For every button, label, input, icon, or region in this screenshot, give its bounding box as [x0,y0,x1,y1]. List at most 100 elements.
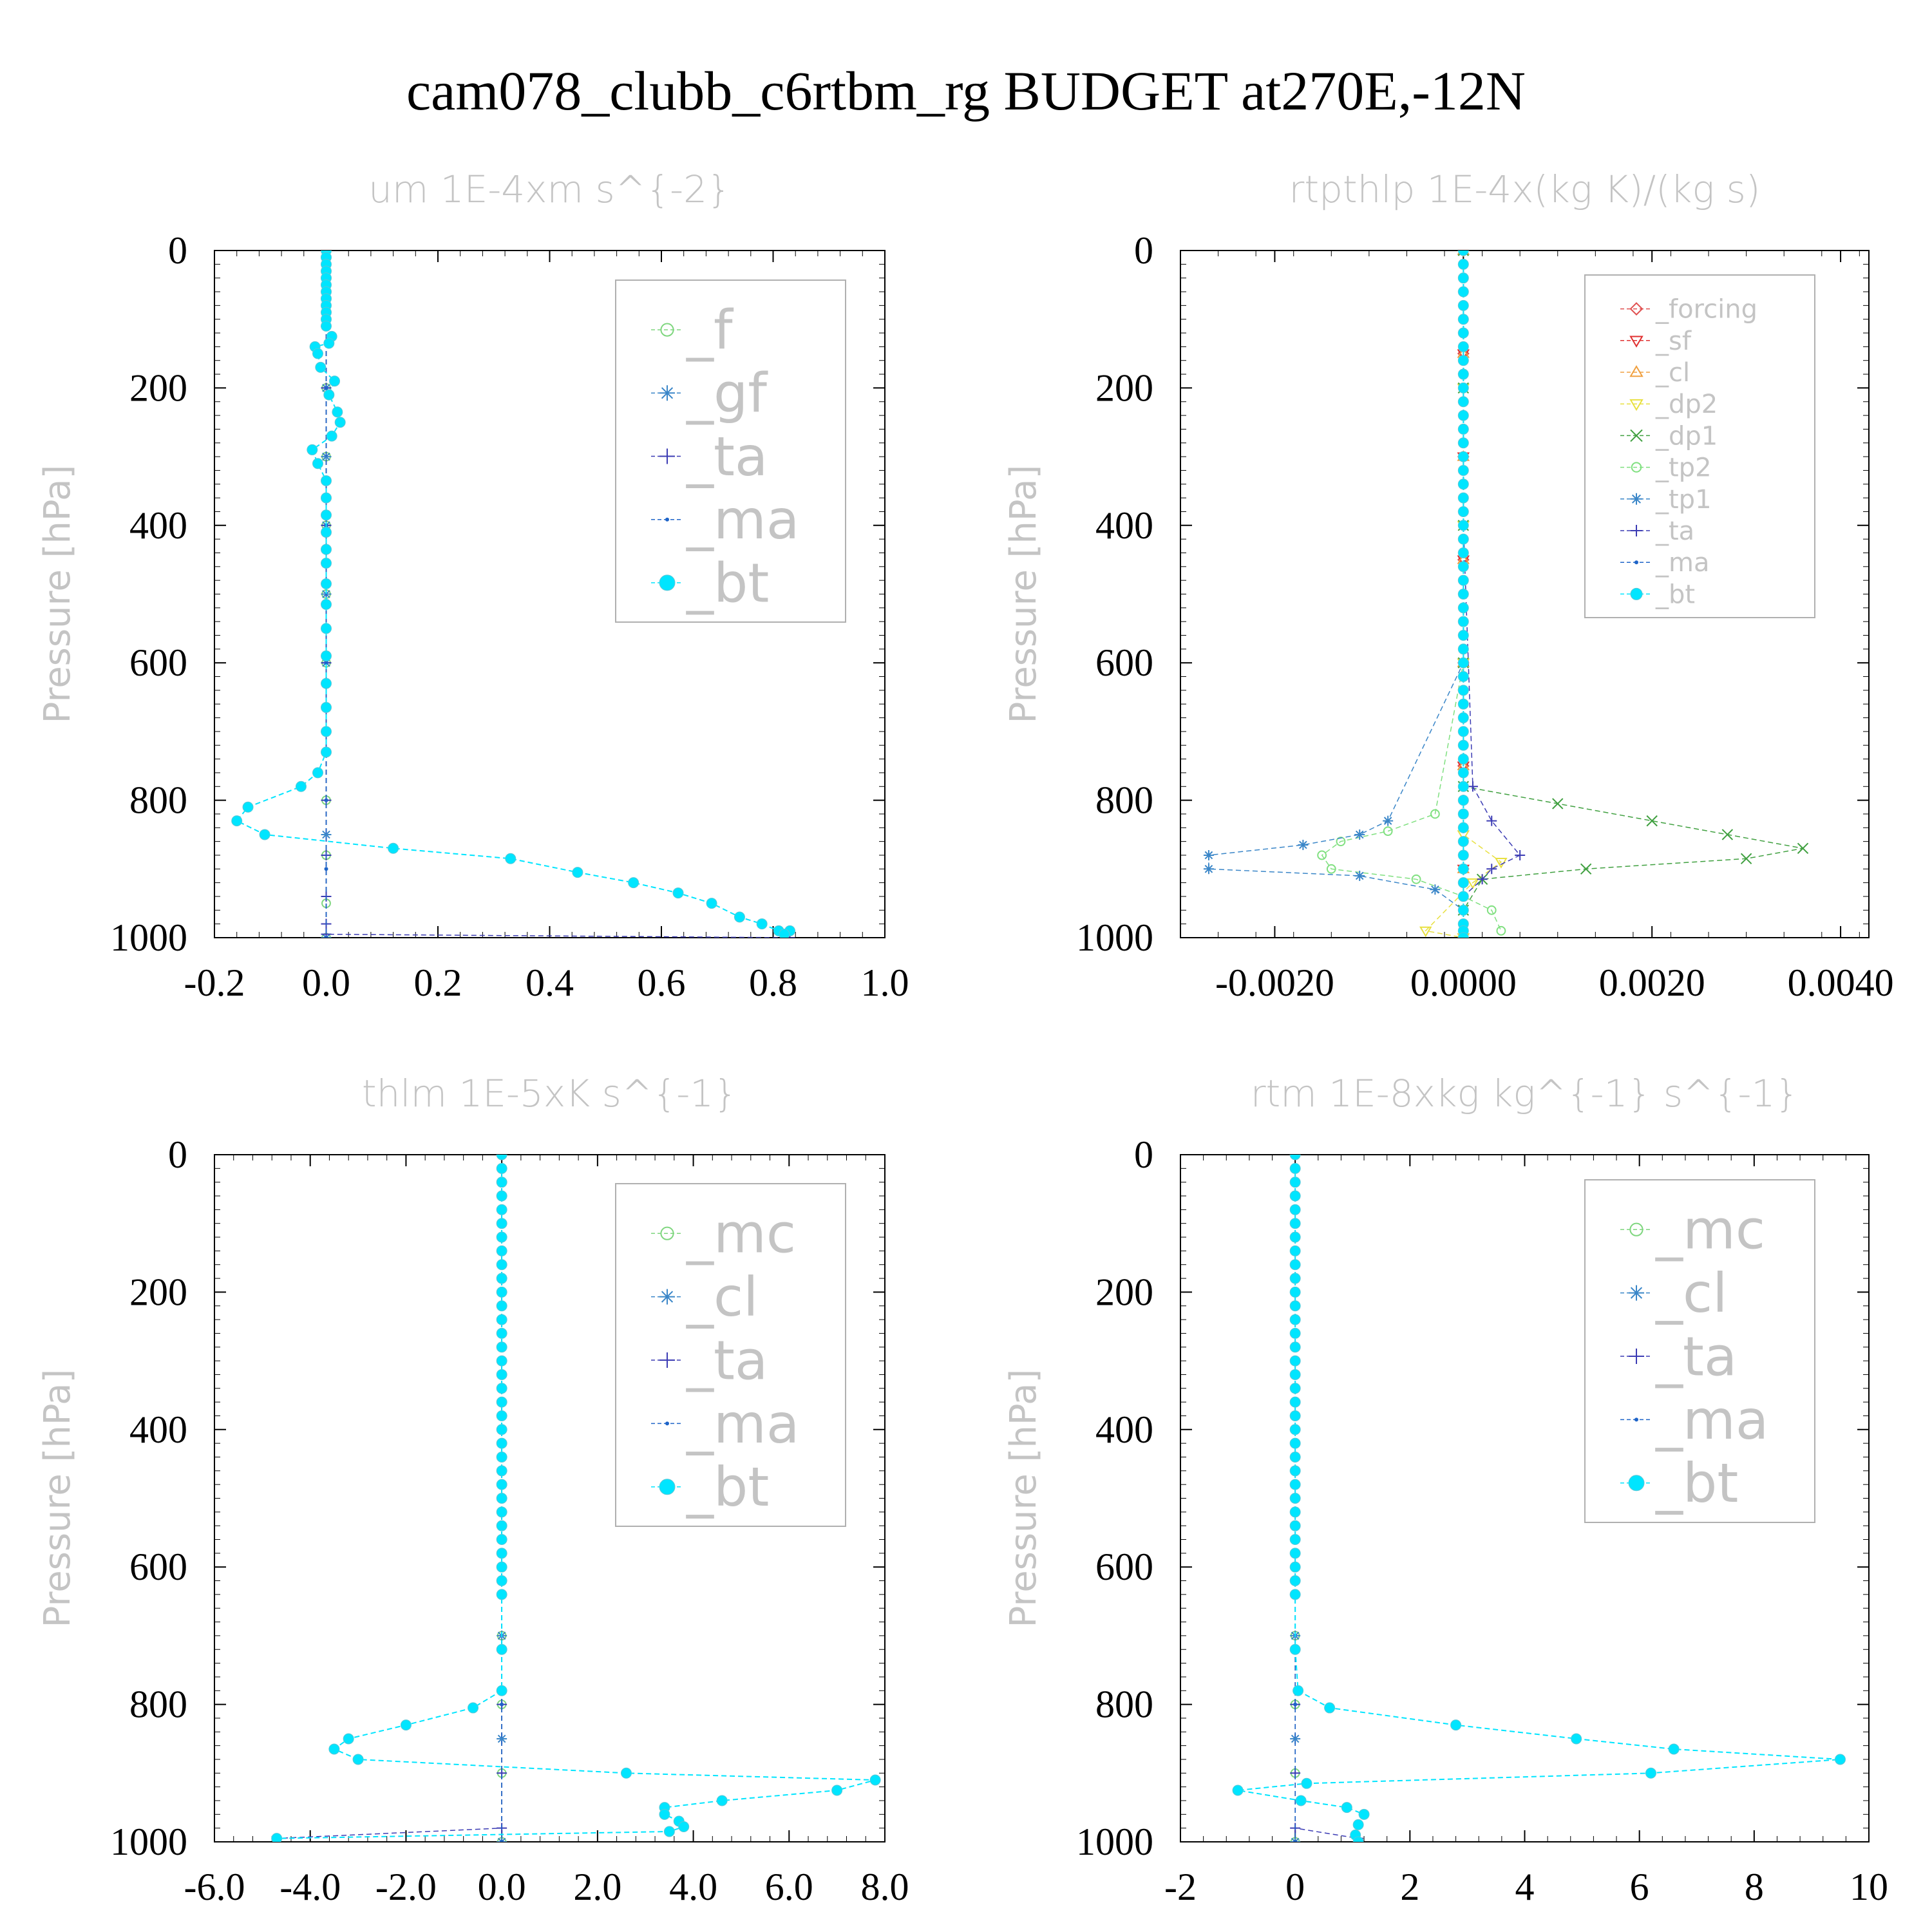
chart-panel-2: rtpthlp 1E-4x(kg K)/(kg s) Pressure [hPa]… [1003,167,1894,1004]
legend-marker [659,1352,675,1368]
legend-marker [665,1421,669,1426]
data-point [659,1808,670,1820]
panels-container: um 1E-4xm s^{-2}Pressure [hPa]0200400600… [37,167,1894,1908]
data-point [1289,1493,1301,1504]
data-point [1289,1355,1301,1367]
y-tick-label: 1000 [1076,1821,1153,1863]
y-tick-label: 800 [129,779,187,822]
legend-entry: _bt [686,1455,769,1519]
legend-marker [659,1289,675,1305]
data-point [1203,864,1214,875]
x-tick-label: 0.8 [749,961,797,1004]
data-point [1457,589,1469,600]
data-point [1289,1177,1301,1188]
legend-marker [1628,1475,1645,1492]
legend-entry: _mc [686,1202,796,1265]
data-point [1352,1836,1364,1842]
data-point [1457,506,1469,517]
series-group [271,1155,881,1842]
series-tp2 [1317,251,1506,936]
y-axis-label: Pressure [hPa] [1003,1369,1045,1628]
data-point [505,853,516,864]
data-point [1457,561,1469,573]
legend-marker [660,1226,674,1240]
data-point [706,898,717,909]
data-point [1289,1190,1301,1202]
data-point [1289,1410,1301,1421]
data-point [321,599,332,611]
data-point [321,451,332,462]
data-point [1289,1534,1301,1546]
series-group [1232,1155,1846,1842]
legend-entry: _tp2 [1655,453,1712,483]
y-axis-label: Pressure [hPa] [37,1369,79,1628]
data-point [324,798,328,802]
data-point [1457,630,1469,641]
x-tick-label: 6.0 [765,1866,813,1908]
legend-entry: _f [686,299,734,362]
data-point [1457,396,1469,408]
data-point [496,1314,507,1325]
x-tick-label: 0.0000 [1410,961,1517,1004]
data-point [1457,437,1469,449]
data-point [1457,726,1469,737]
legend: _forcing_sf_cl_dp2_dp1_tp2_tp1_ta_ma_bt [1584,274,1815,618]
data-point [321,544,332,555]
data-point [1289,1383,1301,1394]
data-point [321,746,332,758]
data-point [312,348,323,359]
x-tick-label: 0.0 [302,961,350,1004]
legend-marker [659,574,676,591]
y-tick-label: 400 [1095,504,1153,547]
x-tick-label: 0.0020 [1599,961,1705,1004]
data-point [496,1383,507,1394]
data-point [496,1685,507,1696]
data-point [496,1451,507,1463]
chart-panel-1: um 1E-4xm s^{-2} Pressure [hPa] 0 200 400 600… [37,167,909,1004]
data-point [1457,822,1469,833]
x-tick-label: -2.0 [375,1866,437,1908]
y-tick-label: 0 [1134,229,1153,272]
x-tick-label: 2.0 [573,1866,621,1908]
data-point [321,526,332,538]
data-point [1289,1506,1301,1518]
data-point [1419,926,1432,938]
data-point [321,557,332,569]
x-tick-label: 1.0 [861,961,909,1004]
data-point [1289,1561,1301,1573]
data-point [496,1410,507,1421]
data-point [324,936,328,938]
data-point [496,1245,507,1256]
data-point [1645,1767,1656,1779]
y-tick-label: 1000 [110,1821,187,1863]
legend-marker [1629,399,1643,412]
data-point [1352,1819,1364,1830]
data-point [496,1273,507,1284]
data-point [1289,1286,1301,1298]
data-point [1457,808,1469,820]
data-point [1301,1777,1312,1789]
data-point [572,867,583,878]
data-point [352,1754,364,1765]
data-point [1289,1643,1301,1655]
data-point [1457,258,1469,270]
x-tick-label: 4 [1515,1866,1535,1908]
series-line [1321,251,1502,931]
legend-marker [1631,525,1642,536]
data-point [1203,849,1214,860]
data-point [315,361,327,373]
legend-entry: _ta [686,1329,768,1392]
data-point [496,1177,507,1188]
data-point [1457,932,1469,938]
legend-marker [1630,587,1643,600]
panel-title: rtm 1E-8xkg kg^{-1} s^{-1} [1251,1072,1799,1115]
data-point [1293,1840,1298,1842]
y-tick-label: 400 [129,1408,187,1451]
x-tick-label: -6.0 [184,1866,245,1908]
y-tick-label: 200 [1095,366,1153,409]
data-point [1383,815,1394,826]
legend-entry: _forcing [1655,295,1757,325]
data-point [620,1767,632,1779]
data-point [1457,251,1469,256]
data-point [1289,1314,1301,1325]
